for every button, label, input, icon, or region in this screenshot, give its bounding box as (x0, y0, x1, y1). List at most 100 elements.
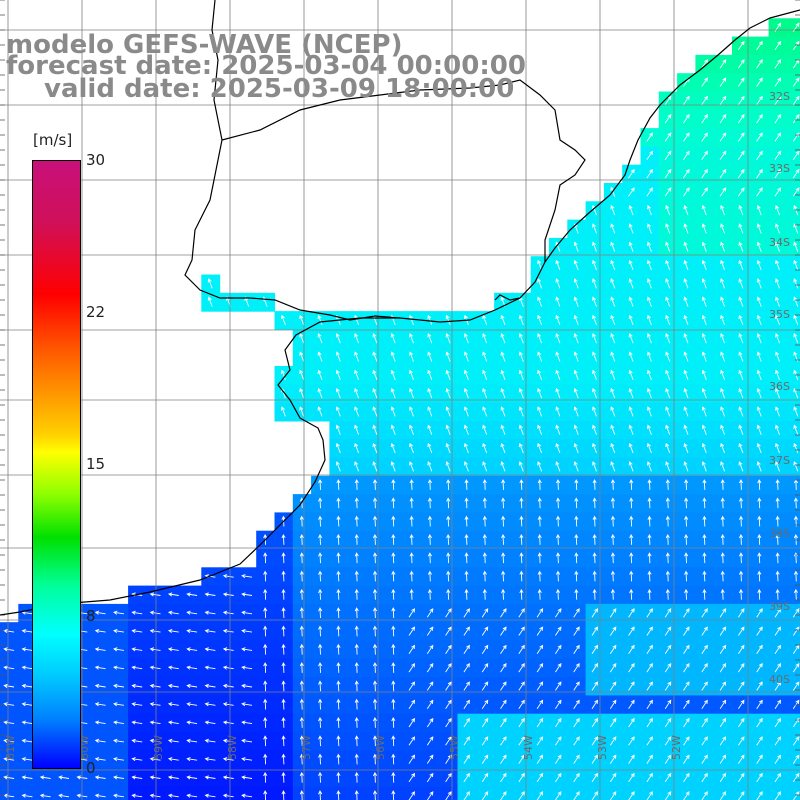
wind-arrow (591, 608, 599, 618)
wind-arrow (186, 610, 198, 615)
wind-arrow (299, 369, 305, 380)
wind-arrow (372, 461, 378, 472)
wind-arrow (463, 442, 469, 454)
wind-arrow (186, 592, 198, 597)
wind-arrow (737, 150, 745, 160)
wind-arrow (664, 772, 672, 783)
wind-cell (786, 292, 800, 312)
wind-arrow (167, 775, 179, 780)
wind-arrow (149, 738, 161, 743)
wind-arrow (427, 387, 433, 399)
wind-arrow (609, 626, 617, 636)
wind-arrow (426, 772, 434, 783)
wind-arrow (446, 570, 451, 582)
wind-arrow (719, 95, 727, 106)
wind-arrow (646, 132, 654, 142)
wind-arrow (573, 369, 579, 380)
wind-arrow (536, 644, 544, 655)
wind-cell (786, 347, 800, 367)
wind-arrow (555, 461, 561, 472)
wind-arrow (664, 608, 672, 618)
wind-arrow (354, 406, 360, 417)
wind-arrow (683, 791, 690, 800)
wind-arrow (354, 753, 359, 765)
wind-arrow (354, 735, 359, 747)
wind-arrow (318, 570, 323, 582)
wind-arrow (628, 223, 634, 234)
wind-arrow (701, 314, 707, 326)
wind-arrow (573, 717, 580, 728)
wind-arrow (408, 608, 416, 618)
wind-arrow (720, 333, 726, 344)
wind-arrow (391, 607, 396, 619)
wind-arrow (592, 296, 597, 307)
wind-arrow (555, 333, 561, 344)
wind-arrow (482, 552, 487, 564)
wind-arrow (702, 515, 707, 527)
wind-arrow (738, 552, 744, 564)
wind-arrow (757, 588, 762, 600)
wind-arrow (113, 628, 124, 634)
wind-arrow (113, 757, 124, 762)
wind-arrow (574, 570, 579, 582)
wind-arrow (665, 223, 671, 234)
wind-arrow (113, 738, 124, 743)
wind-arrow (445, 754, 452, 764)
wind-arrow (299, 588, 304, 600)
wind-arrow (445, 699, 452, 709)
wind-cell (91, 786, 111, 800)
wind-arrow (774, 681, 782, 691)
wind-arrow (427, 497, 432, 509)
wind-arrow (482, 461, 488, 472)
wind-arrow (775, 497, 780, 509)
wind-arrow (793, 424, 799, 435)
wind-arrow (318, 790, 323, 800)
wind-cell (786, 256, 800, 276)
wind-arrow (792, 699, 800, 709)
wind-arrow (774, 717, 782, 728)
wind-cell (786, 329, 800, 349)
wind-arrow (683, 424, 689, 435)
wind-arrow (390, 461, 396, 472)
wind-arrow (482, 533, 487, 545)
wind-arrow (683, 223, 689, 234)
wind-arrow (756, 351, 762, 362)
wind-arrow (756, 461, 762, 472)
wind-arrow (701, 461, 707, 472)
wind-arrow (756, 424, 762, 435)
wind-arrow (263, 698, 268, 710)
wind-arrow (701, 608, 708, 618)
wind-arrow (372, 735, 378, 747)
wind-arrow (426, 699, 434, 709)
wind-arrow (354, 461, 360, 472)
wind-arrow (756, 187, 763, 197)
wind-arrow (665, 259, 671, 271)
wind-arrow (665, 461, 671, 472)
wind-arrow (609, 772, 617, 783)
wind-arrow (263, 552, 268, 564)
wind-arrow (683, 681, 690, 691)
wind-arrow (354, 716, 359, 728)
wind-arrow (701, 369, 707, 380)
wind-arrow (609, 717, 617, 728)
wind-arrow (737, 187, 745, 197)
wind-arrow (665, 442, 671, 454)
wind-arrow (591, 681, 599, 691)
wind-arrow (3, 665, 15, 670)
wind-arrow (222, 757, 234, 762)
wind-arrow (482, 588, 487, 600)
wind-arrow (336, 533, 341, 545)
wind-arrow (683, 187, 690, 197)
wind-arrow (482, 442, 488, 454)
wind-arrow (720, 351, 726, 362)
wind-arrow (518, 442, 524, 454)
wind-arrow (3, 628, 15, 634)
wind-arrow (555, 296, 561, 307)
wind-arrow (610, 186, 616, 197)
wind-arrow (573, 461, 579, 472)
wind-arrow (372, 442, 378, 454)
wind-arrow (738, 717, 745, 728)
wind-arrow (463, 681, 470, 691)
wind-arrow (481, 699, 489, 709)
